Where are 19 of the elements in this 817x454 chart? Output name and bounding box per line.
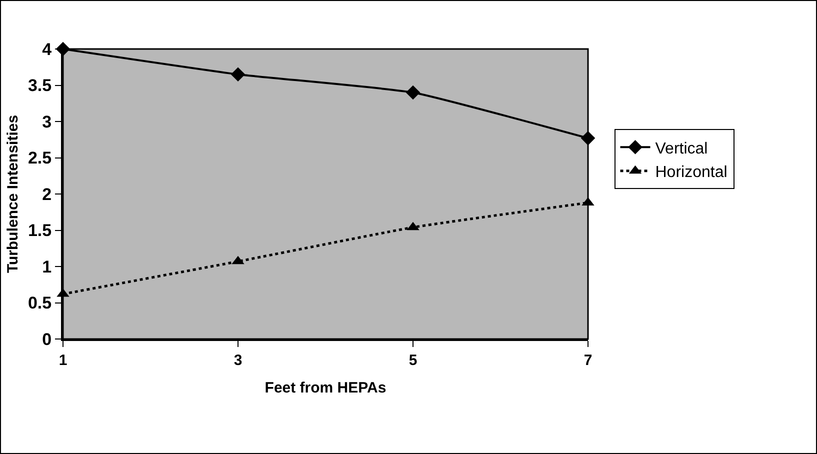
legend-label: Horizontal	[655, 164, 728, 182]
y-tick-label: 3.5	[28, 76, 52, 96]
x-tick-label: 7	[584, 352, 592, 369]
x-axis-title: Feet from HEPAs	[264, 380, 386, 396]
y-tick-label: 4	[42, 40, 52, 59]
x-tick-label: 1	[58, 352, 68, 369]
point	[230, 67, 246, 82]
x-tick-label: 5	[408, 352, 418, 369]
y-tick-label: 0	[42, 330, 52, 349]
y-tick-label: 0.5	[28, 294, 52, 313]
x-tick-label: 3	[234, 352, 242, 369]
y-tick-label: 1.5	[28, 221, 52, 240]
y-tick-label: 1	[42, 257, 52, 276]
point	[406, 85, 420, 100]
y-axis-title: Turbulence Intensities	[4, 114, 22, 274]
y-tick-label: 3	[42, 112, 52, 132]
legend-label: Vertical	[655, 140, 708, 158]
y-tick-label: 2.5	[28, 148, 52, 168]
y-tick-label: 2	[42, 184, 52, 204]
